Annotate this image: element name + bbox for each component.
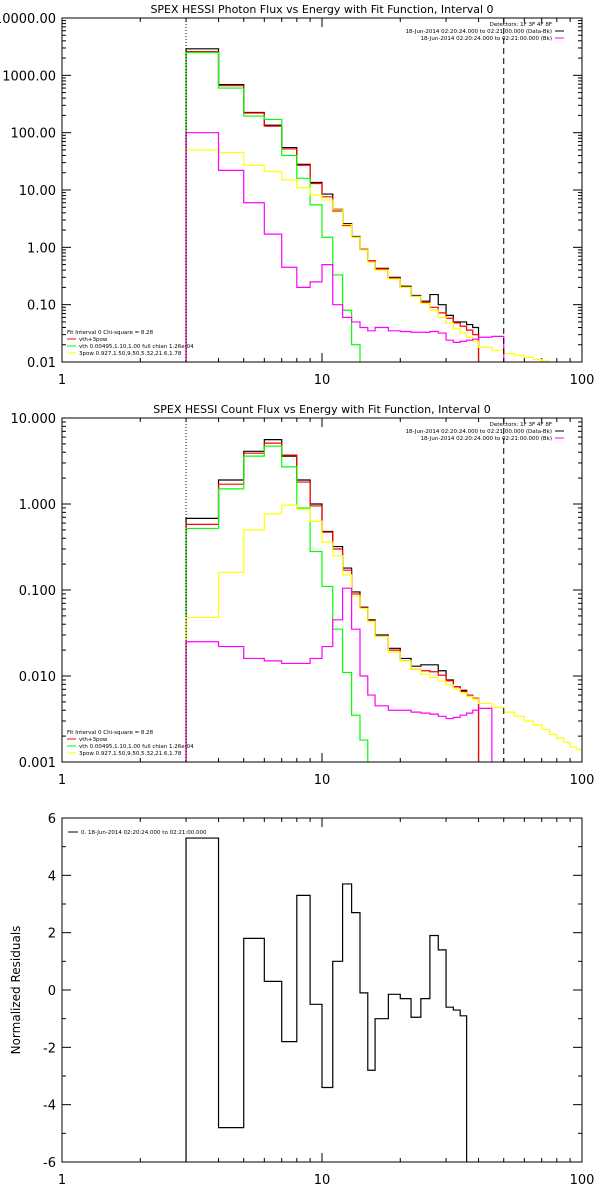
legend-entry: 18-Jun-2014 02:20:24.000 to 02:21:00.000… <box>420 36 552 42</box>
series-residuals <box>185 837 468 1162</box>
y-tick-label: 0 <box>48 984 56 999</box>
y-tick-label: 0.001 <box>19 756 56 771</box>
y-tick-label: 0.010 <box>19 670 56 685</box>
x-tick-label: 1 <box>58 773 66 788</box>
series-bk <box>185 587 493 762</box>
series-group <box>185 48 551 362</box>
y-axis-label: Normalized Residuals <box>9 926 23 1055</box>
legend-entry: Detectors: 1F 3F 4F 8F <box>490 22 552 28</box>
series-group <box>185 837 468 1162</box>
x-tick-label: 10 <box>314 1173 331 1188</box>
x-tick-label: 10 <box>314 773 331 788</box>
legend-entry: 0. 18-Jun-2014 02:20:24.000 to 02:21:00.… <box>81 830 207 836</box>
y-tick-label: 0.100 <box>19 584 56 599</box>
series-bk <box>185 132 505 362</box>
x-tick-label: 100 <box>570 373 595 388</box>
y-tick-label: -4 <box>43 1099 56 1114</box>
y-tick-label: 6 <box>48 812 56 827</box>
y-tick-label: 10.00 <box>19 184 56 199</box>
chart-panel-1: SPEX HESSI Count Flux vs Energy with Fit… <box>11 403 595 788</box>
y-tick-label: 100.00 <box>11 127 57 142</box>
y-tick-label: 4 <box>48 869 56 884</box>
y-tick-label: 1.00 <box>27 241 56 256</box>
chart-title: SPEX HESSI Photon Flux vs Energy with Fi… <box>150 3 493 16</box>
legend-entry: 3pow 0.927,1.50,9.50,5.32,21.6,1.78 <box>79 751 182 757</box>
plot-frame <box>61 817 583 1163</box>
legend-entry: vth+3pow <box>79 737 108 743</box>
y-tick-label: 1.000 <box>19 498 56 513</box>
legend-entry: 18-Jun-2014 02:20:24.000 to 02:21:00.000… <box>420 436 552 442</box>
chart-panel-0: SPEX HESSI Photon Flux vs Energy with Fi… <box>0 3 594 388</box>
legend-entry: vth 0.00495,1.10,1.00 full chian 1.26e-0… <box>79 344 194 350</box>
legend-entry: 3pow 0.927,1.50,9.50,5.32,21.6,1.78 <box>79 351 182 357</box>
x-tick-label: 1 <box>58 1173 66 1188</box>
legend-entry: vth+3pow <box>79 337 108 343</box>
series-vth <box>185 51 376 362</box>
y-tick-label: 10.000 <box>11 412 57 427</box>
y-tick-label: 10000.00 <box>0 12 56 27</box>
x-tick-label: 100 <box>570 773 595 788</box>
y-tick-label: 0.01 <box>27 356 56 371</box>
y-tick-label: -6 <box>43 1156 56 1171</box>
legend-entry: 18-Jun-2014 02:20:24.000 to 02:21:00.000… <box>406 429 552 435</box>
series-3pow <box>185 504 582 762</box>
y-tick-label: -2 <box>43 1041 56 1056</box>
legend-entry: vth 0.00495,1.10,1.00 full chian 1.26e-0… <box>79 744 194 750</box>
y-tick-label: 2 <box>48 927 56 942</box>
legend-entry: Fit Interval 0 Chi-square = 8.28 <box>67 730 154 736</box>
legend-entry: Fit Interval 0 Chi-square = 8.28 <box>67 330 154 336</box>
legend-entry: 18-Jun-2014 02:20:24.000 to 02:21:00.000… <box>406 29 552 35</box>
minor-ticks <box>62 818 582 1162</box>
x-tick-label: 1 <box>58 373 66 388</box>
chart-panel-2: Normalized Residuals 1 10 100 6 4 2 0 -2 -4 -6 0. 1… <box>9 812 594 1188</box>
series-group <box>185 439 582 762</box>
x-tick-label: 100 <box>570 1173 595 1188</box>
plot-frame <box>61 417 583 763</box>
x-tick-label: 10 <box>314 373 331 388</box>
y-tick-label: 1000.00 <box>2 69 56 84</box>
minor-ticks <box>62 418 582 762</box>
legend-entry: Detectors: 1F 3F 4F 8F <box>490 422 552 428</box>
series-vth <box>185 445 376 762</box>
chart-title: SPEX HESSI Count Flux vs Energy with Fit… <box>153 403 490 416</box>
plot-frame <box>61 17 583 363</box>
y-tick-label: 0.10 <box>27 299 56 314</box>
